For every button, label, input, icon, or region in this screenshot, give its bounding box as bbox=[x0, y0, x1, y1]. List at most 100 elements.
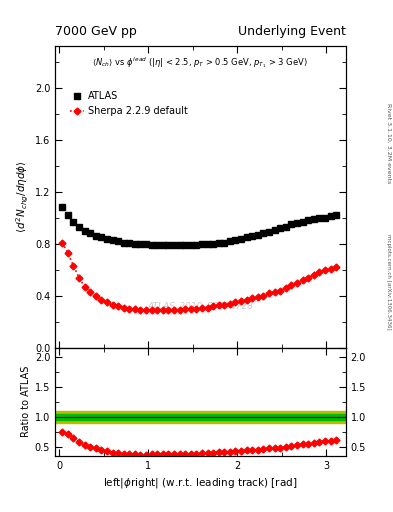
ATLAS bbox=[94, 233, 98, 239]
ATLAS bbox=[121, 240, 126, 246]
ATLAS bbox=[317, 215, 322, 221]
ATLAS bbox=[250, 233, 255, 239]
Sherpa 2.2.9 default bbox=[166, 307, 171, 313]
ATLAS bbox=[211, 241, 215, 247]
Sherpa 2.2.9 default bbox=[71, 263, 76, 269]
Sherpa 2.2.9 default bbox=[278, 288, 283, 294]
ATLAS bbox=[183, 242, 187, 248]
Sherpa 2.2.9 default bbox=[82, 284, 87, 290]
Sherpa 2.2.9 default bbox=[66, 250, 70, 256]
ATLAS bbox=[205, 241, 210, 247]
Sherpa 2.2.9 default bbox=[132, 306, 137, 312]
ATLAS bbox=[239, 236, 243, 242]
ATLAS bbox=[88, 230, 93, 237]
ATLAS bbox=[228, 238, 232, 244]
ATLAS bbox=[194, 242, 199, 248]
Bar bbox=[55, 411, 346, 423]
ATLAS bbox=[266, 229, 271, 235]
Sherpa 2.2.9 default bbox=[110, 302, 115, 308]
ATLAS bbox=[222, 240, 227, 246]
Sherpa 2.2.9 default bbox=[328, 265, 333, 271]
Sherpa 2.2.9 default bbox=[149, 307, 154, 313]
Sherpa 2.2.9 default bbox=[239, 298, 243, 304]
ATLAS bbox=[311, 216, 316, 222]
ATLAS bbox=[160, 242, 165, 248]
ATLAS bbox=[295, 220, 299, 226]
ATLAS bbox=[272, 226, 277, 232]
ATLAS bbox=[71, 219, 76, 225]
Sherpa 2.2.9 default bbox=[272, 289, 277, 295]
ATLAS bbox=[144, 241, 149, 247]
ATLAS bbox=[188, 242, 193, 248]
Sherpa 2.2.9 default bbox=[289, 283, 294, 289]
Sherpa 2.2.9 default bbox=[138, 307, 143, 313]
Text: Rivet 3.1.10, 3.2M events: Rivet 3.1.10, 3.2M events bbox=[386, 103, 391, 183]
Sherpa 2.2.9 default bbox=[160, 307, 165, 313]
Sherpa 2.2.9 default bbox=[323, 267, 327, 273]
Sherpa 2.2.9 default bbox=[266, 290, 271, 296]
ATLAS bbox=[105, 236, 109, 242]
ATLAS bbox=[82, 228, 87, 234]
Sherpa 2.2.9 default bbox=[233, 300, 238, 306]
Bar bbox=[55, 414, 346, 420]
ATLAS bbox=[233, 237, 238, 243]
Text: Underlying Event: Underlying Event bbox=[238, 26, 346, 38]
ATLAS bbox=[217, 240, 221, 246]
Sherpa 2.2.9 default bbox=[116, 303, 121, 309]
ATLAS bbox=[155, 242, 160, 248]
ATLAS bbox=[132, 241, 137, 247]
Sherpa 2.2.9 default bbox=[172, 307, 176, 313]
Sherpa 2.2.9 default bbox=[155, 307, 160, 313]
ATLAS bbox=[166, 242, 171, 248]
Y-axis label: Ratio to ATLAS: Ratio to ATLAS bbox=[20, 366, 31, 437]
ATLAS bbox=[300, 219, 305, 225]
ATLAS bbox=[110, 237, 115, 243]
Line: Sherpa 2.2.9 default: Sherpa 2.2.9 default bbox=[60, 240, 338, 313]
ATLAS bbox=[60, 204, 64, 210]
Sherpa 2.2.9 default bbox=[77, 274, 81, 281]
ATLAS bbox=[289, 221, 294, 227]
Sherpa 2.2.9 default bbox=[205, 305, 210, 311]
ATLAS bbox=[306, 217, 310, 223]
ATLAS bbox=[334, 212, 338, 218]
Sherpa 2.2.9 default bbox=[250, 295, 255, 302]
Sherpa 2.2.9 default bbox=[295, 280, 299, 286]
ATLAS bbox=[116, 238, 121, 244]
ATLAS bbox=[177, 242, 182, 248]
Sherpa 2.2.9 default bbox=[88, 289, 93, 295]
ATLAS bbox=[77, 224, 81, 230]
Sherpa 2.2.9 default bbox=[144, 307, 149, 313]
ATLAS bbox=[328, 214, 333, 220]
Sherpa 2.2.9 default bbox=[306, 274, 310, 281]
Legend: ATLAS, Sherpa 2.2.9 default: ATLAS, Sherpa 2.2.9 default bbox=[66, 87, 192, 120]
Sherpa 2.2.9 default bbox=[217, 302, 221, 308]
Sherpa 2.2.9 default bbox=[121, 305, 126, 311]
Sherpa 2.2.9 default bbox=[228, 301, 232, 307]
Y-axis label: $\langle d^2 N_{chg}/d\eta d\phi\rangle$: $\langle d^2 N_{chg}/d\eta d\phi\rangle$ bbox=[15, 161, 31, 233]
Text: mcplots.cern.ch [arXiv:1306.3436]: mcplots.cern.ch [arXiv:1306.3436] bbox=[386, 234, 391, 329]
Sherpa 2.2.9 default bbox=[317, 269, 322, 275]
Sherpa 2.2.9 default bbox=[300, 277, 305, 283]
Text: $\langle N_{ch}\rangle$ vs $\phi^{lead}$ ($|\eta|$ < 2.5, $p_T$ > 0.5 GeV, $p_{T: $\langle N_{ch}\rangle$ vs $\phi^{lead}$… bbox=[92, 55, 309, 70]
ATLAS bbox=[255, 231, 260, 238]
Sherpa 2.2.9 default bbox=[211, 303, 215, 309]
ATLAS bbox=[261, 230, 266, 237]
ATLAS bbox=[323, 215, 327, 221]
Sherpa 2.2.9 default bbox=[105, 300, 109, 306]
Sherpa 2.2.9 default bbox=[60, 240, 64, 246]
ATLAS bbox=[172, 242, 176, 248]
ATLAS bbox=[138, 241, 143, 247]
ATLAS bbox=[278, 225, 283, 231]
Sherpa 2.2.9 default bbox=[99, 296, 104, 303]
Sherpa 2.2.9 default bbox=[255, 294, 260, 300]
Sherpa 2.2.9 default bbox=[200, 305, 204, 311]
ATLAS bbox=[283, 224, 288, 230]
Text: 7000 GeV pp: 7000 GeV pp bbox=[55, 26, 137, 38]
Sherpa 2.2.9 default bbox=[194, 306, 199, 312]
Line: ATLAS: ATLAS bbox=[59, 204, 339, 248]
ATLAS bbox=[99, 234, 104, 241]
Text: ATLAS_2010_S8894728: ATLAS_2010_S8894728 bbox=[147, 301, 253, 310]
ATLAS bbox=[127, 240, 132, 246]
X-axis label: left$|\phi$right$|$ (w.r.t. leading track) [rad]: left$|\phi$right$|$ (w.r.t. leading trac… bbox=[103, 476, 298, 490]
ATLAS bbox=[149, 242, 154, 248]
